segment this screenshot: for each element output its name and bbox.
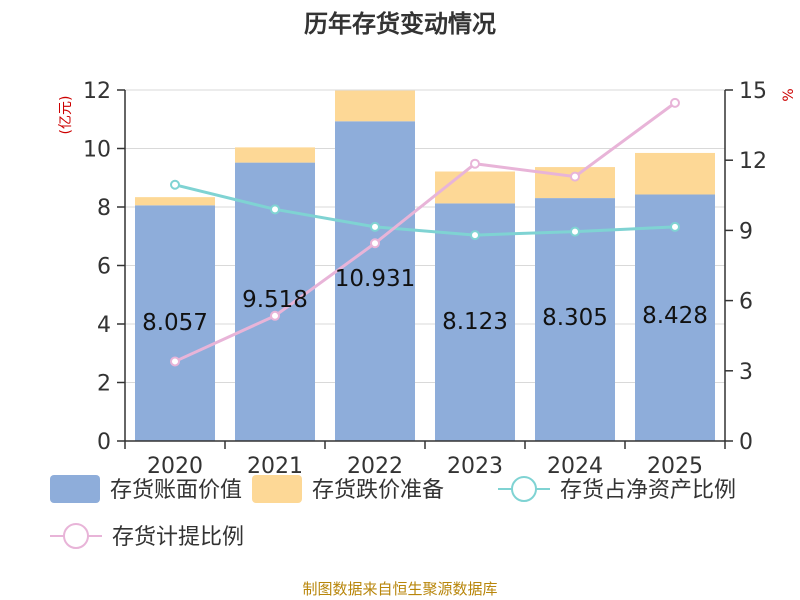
grid-lines bbox=[125, 89, 725, 442]
point-inventory-to-net-assets bbox=[370, 221, 380, 232]
bar-value-label: 8.057 bbox=[142, 310, 208, 336]
bar-inventory-book-value bbox=[635, 194, 715, 441]
left-tick-label: 0 bbox=[97, 430, 111, 455]
legend-swatch bbox=[252, 475, 302, 503]
bar-inventory-impairment bbox=[335, 90, 415, 122]
x-tick-label: 2023 bbox=[447, 454, 503, 479]
legend-label: 存货计提比例 bbox=[112, 525, 244, 550]
x-tick-label: 2022 bbox=[347, 454, 403, 479]
x-tick-label: 2025 bbox=[647, 454, 703, 479]
bar-inventory-impairment bbox=[135, 197, 215, 206]
left-axis-unit: (亿元) bbox=[58, 96, 74, 135]
right-axis-unit: % bbox=[781, 88, 797, 101]
data-labels: 8.057 9.518 10.931 8.123 8.305 8.428 bbox=[142, 266, 708, 336]
bar-inventory-book-value bbox=[135, 205, 215, 441]
right-tick-label: 12 bbox=[739, 149, 767, 174]
bar-inventory-impairment bbox=[435, 171, 515, 204]
left-tick-label: 4 bbox=[97, 313, 111, 338]
x-tick-label: 2024 bbox=[547, 454, 603, 479]
bar-inventory-book-value bbox=[335, 121, 415, 441]
line-series bbox=[170, 97, 680, 367]
point-inventory-provision-ratio bbox=[370, 238, 380, 249]
left-tick-label: 12 bbox=[83, 79, 111, 104]
legend-marker bbox=[511, 476, 537, 502]
point-inventory-provision-ratio bbox=[170, 356, 180, 367]
legend-swatch bbox=[50, 475, 100, 503]
point-inventory-provision-ratio bbox=[470, 158, 480, 169]
left-tick-label: 2 bbox=[97, 372, 111, 397]
point-inventory-to-net-assets bbox=[470, 230, 480, 241]
left-tick-label: 10 bbox=[83, 138, 111, 163]
right-tick-label: 9 bbox=[739, 219, 753, 244]
legend-label: 存货占净资产比例 bbox=[560, 478, 736, 503]
bar-value-label: 9.518 bbox=[242, 287, 308, 313]
point-inventory-to-net-assets bbox=[670, 221, 680, 232]
bar-inventory-book-value bbox=[435, 203, 515, 441]
legend-label: 存货跌价准备 bbox=[312, 478, 444, 503]
source-note: 制图数据来自恒生聚源数据库 bbox=[302, 580, 497, 598]
bar-value-label: 8.305 bbox=[542, 305, 608, 331]
bar-inventory-book-value bbox=[535, 198, 615, 441]
axes: 0 2 4 6 8 10 12 0 3 6 9 12 15 2020 2021 2022 2023 2024 202… bbox=[58, 79, 797, 479]
bar-value-label: 8.123 bbox=[442, 309, 508, 335]
legend-label: 存货账面价值 bbox=[110, 478, 242, 503]
right-tick-label: 3 bbox=[739, 360, 753, 385]
line-inventory-provision-ratio bbox=[174, 101, 676, 363]
point-inventory-provision-ratio bbox=[670, 97, 680, 108]
point-inventory-to-net-assets bbox=[170, 179, 180, 190]
chart-title: 历年存货变动情况 bbox=[304, 10, 496, 38]
left-tick-label: 6 bbox=[97, 255, 111, 280]
point-inventory-to-net-assets bbox=[270, 204, 280, 215]
bar-value-label: 8.428 bbox=[642, 303, 708, 329]
right-tick-label: 0 bbox=[739, 430, 753, 455]
bar-series bbox=[135, 90, 715, 441]
x-tick-label: 2020 bbox=[147, 454, 203, 479]
bar-inventory-impairment bbox=[635, 152, 715, 195]
right-tick-label: 6 bbox=[739, 290, 753, 315]
right-tick-label: 15 bbox=[739, 79, 767, 104]
bar-value-label: 10.931 bbox=[335, 266, 415, 292]
point-inventory-provision-ratio bbox=[570, 171, 580, 182]
point-inventory-provision-ratio bbox=[270, 310, 280, 321]
legend-marker bbox=[63, 523, 89, 549]
bar-inventory-impairment bbox=[235, 147, 315, 163]
line-inventory-to-net-assets bbox=[174, 183, 676, 237]
left-tick-label: 8 bbox=[97, 196, 111, 221]
point-inventory-to-net-assets bbox=[570, 226, 580, 237]
x-tick-label: 2021 bbox=[247, 454, 303, 479]
